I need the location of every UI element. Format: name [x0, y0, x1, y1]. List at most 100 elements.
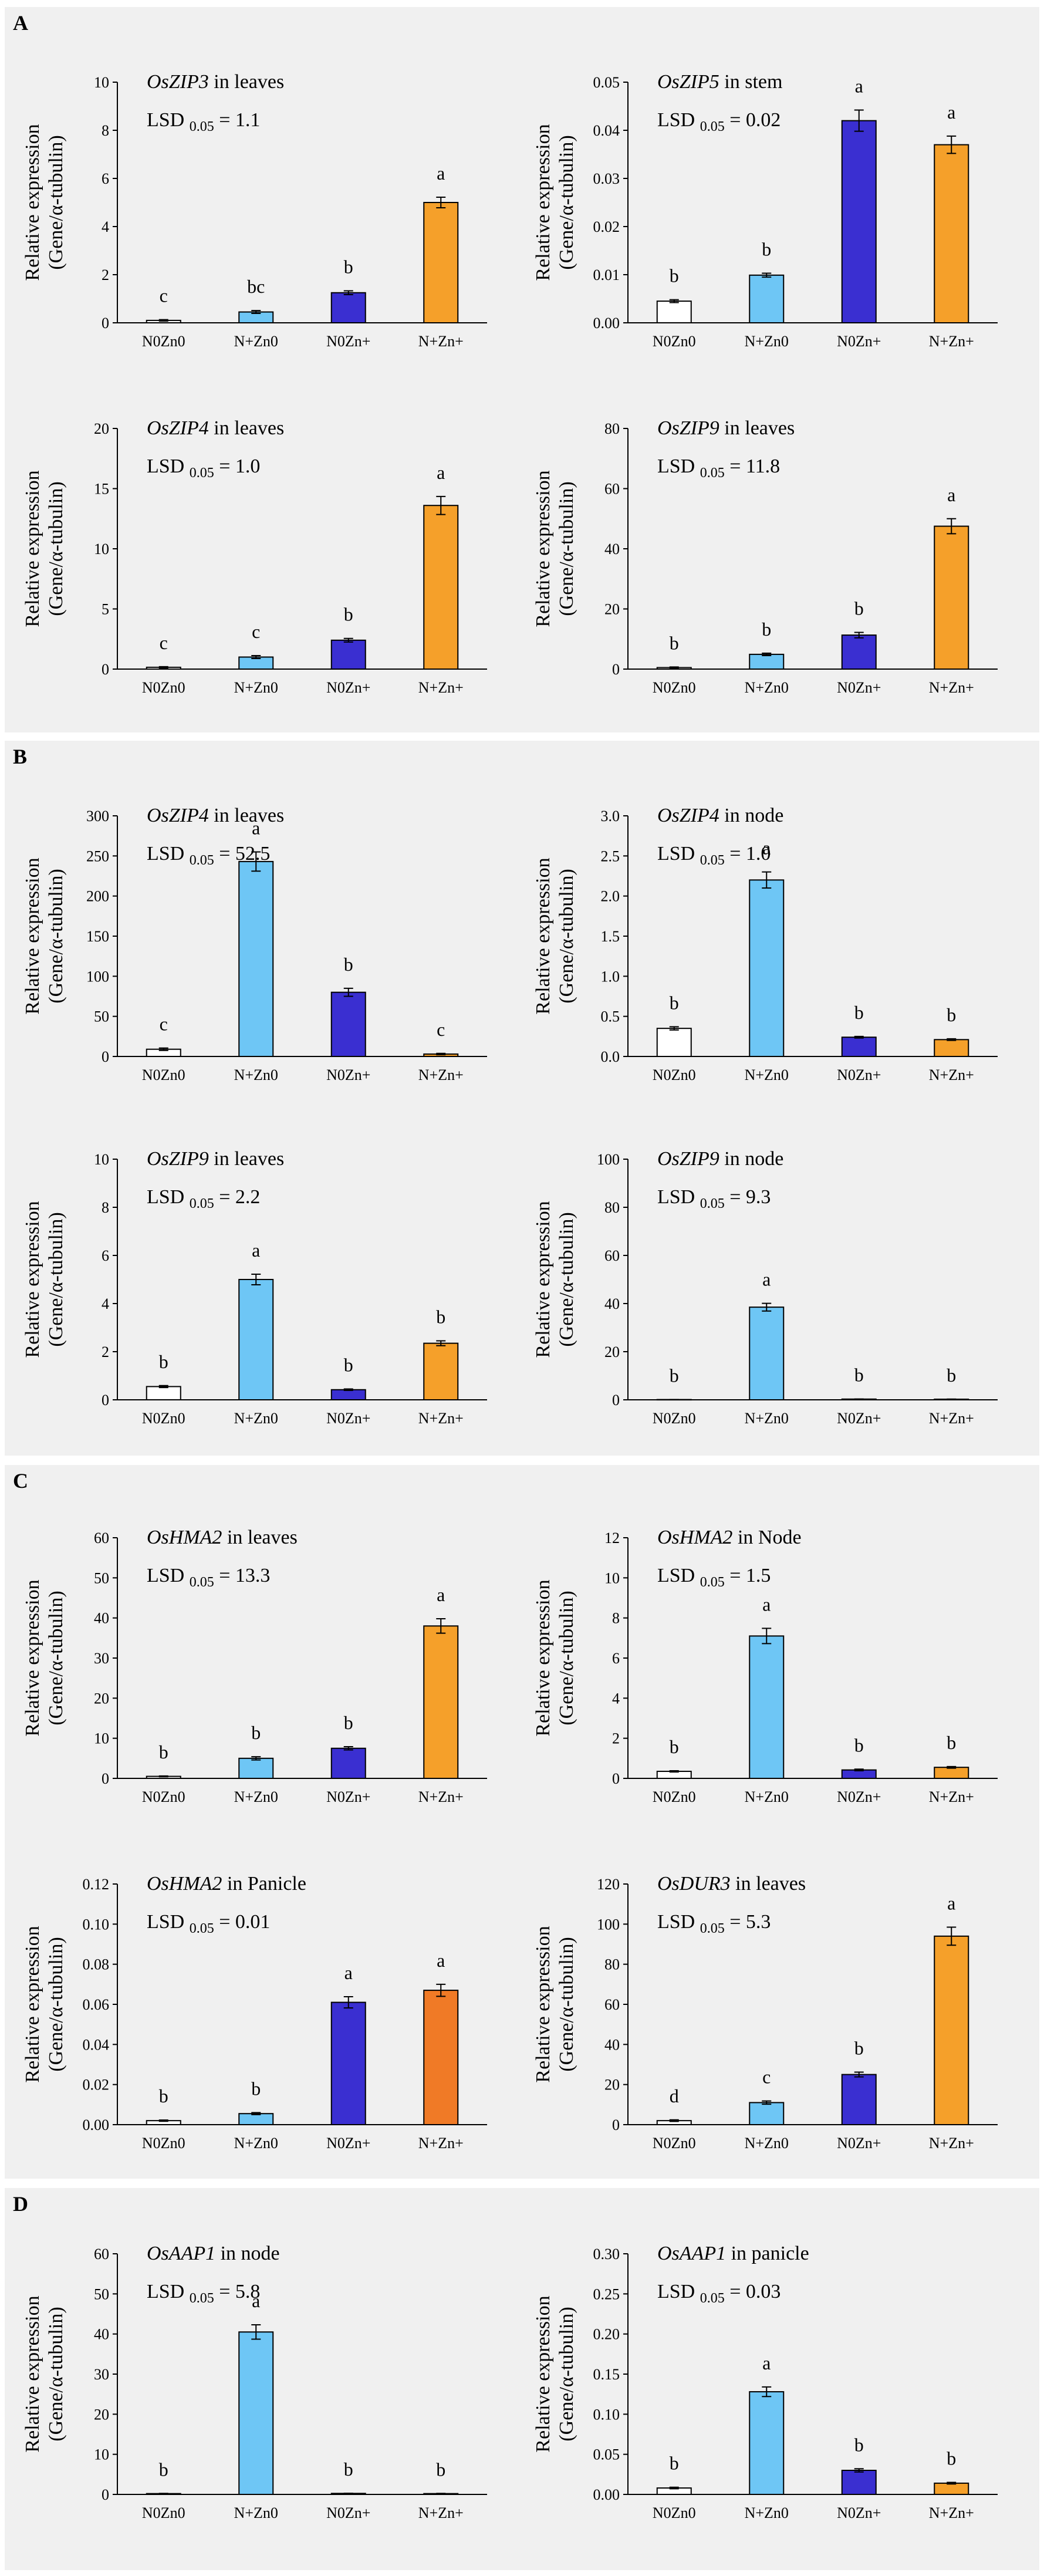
chart-2-title-tissue: in leaves [209, 417, 284, 439]
chart-3-ytick-label: 0 [612, 661, 620, 678]
chart-8-bar [330, 1747, 366, 1779]
chart-12-ytick-label: 40 [94, 2326, 109, 2343]
chart-5-category-label: N+Zn+ [929, 1066, 974, 1083]
chart-12-category-label: N+Zn+ [418, 2504, 464, 2521]
chart-3-ylabel: Relative expression(Gene/α-tubulin) [532, 470, 577, 627]
chart-10-lsd-value: = 0.01 [214, 1911, 271, 1933]
chart-0-ytick-label: 8 [102, 122, 109, 139]
chart-7-title-tissue: in node [719, 1148, 784, 1170]
chart-4-lsd-value: = 52.5 [214, 843, 271, 865]
chart-0-lsd-sub: 0.05 [190, 119, 214, 134]
chart-13-bar [749, 2391, 785, 2496]
chart-4-ytick-label: 100 [86, 968, 109, 985]
chart-5-title-tissue: in node [719, 805, 784, 826]
chart-8-title: OsHMA2 in leaves [147, 1527, 298, 1548]
chart-7-ylabel-line: (Gene/α-tubulin) [556, 1212, 577, 1346]
chart-2-bar [330, 639, 366, 670]
chart-13-lsd-sub: 0.05 [700, 2291, 725, 2306]
chart-a-oszip3-leaves: Relative expression(Gene/α-tubulin) 0 2 4 6 8… [22, 71, 487, 350]
chart-8-category-label: N0Zn+ [326, 1788, 370, 1805]
chart-5-bar [841, 1037, 877, 1058]
chart-6-lsd-sub: 0.05 [190, 1196, 214, 1211]
chart-8-ytick-label: 0 [102, 1770, 109, 1787]
chart-1-ytick-label: 0.05 [593, 74, 620, 91]
chart-4-sig-letter: c [437, 1019, 445, 1040]
chart-7-ytick-label: 20 [604, 1343, 620, 1360]
chart-10-category-label: N0Zn0 [142, 2135, 185, 2152]
chart-c-oshma2-panicle: Relative expression(Gene/α-tubulin) 0.00 0… [22, 1873, 487, 2152]
chart-5-ytick-label: 2.0 [601, 888, 620, 905]
chart-11-ytick-label: 0 [612, 2116, 620, 2133]
chart-5-category-label: N0Zn0 [653, 1066, 696, 1083]
chart-a-oszip9-leaves: Relative expression(Gene/α-tubulin) 0 20 40… [532, 417, 998, 696]
chart-10-lsd-prefix: LSD [147, 1911, 190, 1933]
chart-9-ytick-label: 6 [612, 1650, 620, 1667]
chart-c-oshma2-leaves: Relative expression(Gene/α-tubulin) 0 10 20… [22, 1527, 487, 1805]
chart-1-category-label: N+Zn0 [745, 333, 789, 350]
chart-10-category-label: N+Zn+ [418, 2135, 464, 2152]
chart-5-lsd-prefix: LSD [657, 843, 700, 865]
chart-9-lsd-prefix: LSD [657, 1565, 700, 1586]
chart-13-title: OsAAP1 in panicle [657, 2243, 809, 2264]
chart-0-ytick-label: 6 [102, 170, 109, 187]
chart-5-ylabel: Relative expression(Gene/α-tubulin) [532, 857, 577, 1014]
chart-11-category-label: N0Zn+ [837, 2135, 881, 2152]
chart-4-lsd-sub: 0.05 [190, 853, 214, 868]
chart-11-title-tissue: in leaves [731, 1873, 806, 1895]
chart-4-title-tissue: in leaves [209, 805, 284, 826]
chart-4-ylabel-line: Relative expression [22, 857, 43, 1014]
chart-4-category-label: N+Zn0 [234, 1066, 278, 1083]
chart-11-category-label: N+Zn0 [745, 2135, 789, 2152]
chart-12-lsd-value: = 5.8 [214, 2281, 261, 2302]
chart-13-ytick-label: 0.20 [593, 2326, 620, 2343]
chart-2-title: OsZIP4 in leaves [147, 417, 284, 439]
chart-0-bar [330, 292, 366, 323]
chart-12-category-label: N0Zn+ [326, 2504, 370, 2521]
chart-13-ytick-label: 0.10 [593, 2406, 620, 2423]
chart-13-ytick-label: 0.00 [593, 2486, 620, 2503]
chart-4-ylabel: Relative expression(Gene/α-tubulin) [22, 857, 67, 1014]
chart-9-ylabel-line: Relative expression [532, 1579, 554, 1736]
chart-6-category-label: N+Zn0 [234, 1410, 278, 1427]
chart-6-sig-letter: a [252, 1240, 260, 1261]
chart-7-ytick-label: 0 [612, 1392, 620, 1409]
chart-1-sig-letter: b [670, 265, 679, 286]
chart-5-ylabel-line: Relative expression [532, 857, 554, 1014]
chart-9-lsd: LSD 0.05 = 1.5 [657, 1565, 771, 1590]
chart-5-lsd-value: = 1.0 [725, 843, 771, 865]
chart-11-category-label: N0Zn0 [653, 2135, 696, 2152]
chart-9-sig-letter: b [854, 1734, 864, 1755]
chart-11-title: OsDUR3 in leaves [657, 1873, 806, 1895]
chart-9-title-tissue: in Node [732, 1527, 801, 1548]
chart-13-category-label: N+Zn+ [929, 2504, 974, 2521]
chart-10-title-gene: OsHMA2 [147, 1873, 222, 1895]
chart-9-ytick-label: 4 [612, 1690, 620, 1707]
chart-9-sig-letter: b [670, 1736, 679, 1757]
chart-8-lsd-value: = 13.3 [214, 1565, 271, 1586]
chart-10-bar [330, 2001, 366, 2125]
chart-0-title-gene: OsZIP3 [147, 71, 209, 93]
chart-8-sig-letter: a [437, 1584, 445, 1605]
chart-b-oszip9-node: Relative expression(Gene/α-tubulin) 0 20 40… [532, 1148, 998, 1427]
chart-11-ylabel: Relative expression(Gene/α-tubulin) [532, 1926, 577, 2082]
chart-7-sig-letter: b [947, 1365, 956, 1386]
chart-9-ytick-label: 12 [604, 1530, 620, 1547]
chart-11-lsd-sub: 0.05 [700, 1921, 725, 1936]
chart-4-category-label: N0Zn+ [326, 1066, 370, 1083]
chart-5-sig-letter: b [670, 992, 679, 1013]
chart-2-sig-letter: c [252, 621, 260, 642]
chart-3-category-label: N0Zn+ [837, 679, 881, 696]
chart-1-sig-letter: a [855, 76, 863, 97]
chart-2-sig-letter: b [344, 604, 353, 625]
chart-12-sig-letter: b [159, 2459, 168, 2480]
chart-10-sig-letter: a [344, 1962, 353, 1983]
chart-2-ylabel-line: Relative expression [22, 470, 43, 627]
chart-6-ytick-label: 8 [102, 1199, 109, 1216]
chart-6-ylabel-line: (Gene/α-tubulin) [45, 1212, 67, 1346]
chart-8-category-label: N+Zn+ [418, 1788, 464, 1805]
chart-0-sig-letter: b [344, 256, 353, 277]
chart-4-category-label: N0Zn0 [142, 1066, 185, 1083]
chart-8-category-label: N+Zn0 [234, 1788, 278, 1805]
chart-12-sig-letter: b [344, 2459, 353, 2480]
chart-5-bar [749, 879, 785, 1057]
